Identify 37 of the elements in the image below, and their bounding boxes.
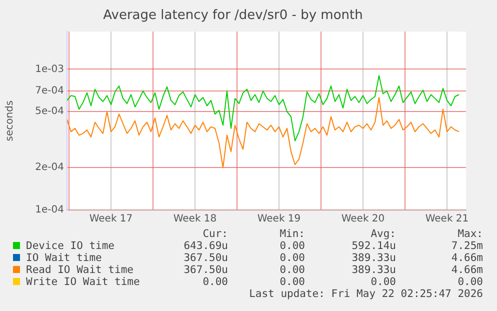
x-tick-label: Week 20 xyxy=(341,214,385,225)
y-tick-label: 2e-04 xyxy=(35,162,64,174)
text: 389.33u xyxy=(352,252,396,264)
text: 0.00 xyxy=(280,240,305,252)
x-tick-label: Week 18 xyxy=(173,214,217,225)
text: Last update: Fri May 22 02:25:47 2026 xyxy=(249,288,483,300)
legend-label: Read IO Wait time xyxy=(26,264,134,276)
y-tick-label: 5e-04 xyxy=(35,106,64,118)
text: Min: xyxy=(280,228,305,240)
text: 0.00 xyxy=(458,276,483,288)
text: 592.14u xyxy=(352,240,396,252)
legend-label: Device IO time xyxy=(26,240,115,252)
legend-label: IO Wait time xyxy=(26,252,102,264)
text: Cur: xyxy=(202,228,228,240)
text: 389.33u xyxy=(352,264,396,276)
text: 0.00 xyxy=(280,264,305,276)
y-tick-label: 7e-04 xyxy=(35,86,64,97)
x-tick-label: Week 19 xyxy=(257,214,301,225)
text: 367.50u xyxy=(184,252,228,264)
y-axis-title: seconds xyxy=(4,100,16,142)
text: 0.00 xyxy=(202,276,228,288)
legend-label: Write IO Wait time xyxy=(26,276,140,288)
text: 643.69u xyxy=(184,240,228,252)
text: 4.66m xyxy=(451,252,483,264)
text: Max: xyxy=(458,228,483,240)
text: 0.00 xyxy=(370,276,396,288)
x-tick-label: Week 21 xyxy=(425,214,469,225)
chart-title: Average latency for /dev/sr0 - by month xyxy=(103,8,363,24)
text: Avg: xyxy=(370,228,396,240)
text: 367.50u xyxy=(184,264,228,276)
text: 0.00 xyxy=(280,252,305,264)
x-tick-label: Week 17 xyxy=(89,214,133,225)
y-tick-label: 1e-03 xyxy=(35,64,64,75)
text: 7.25m xyxy=(451,240,483,252)
text: 0.00 xyxy=(280,276,305,288)
text: 4.66m xyxy=(451,264,483,276)
y-tick-label: 1e-04 xyxy=(35,204,64,216)
